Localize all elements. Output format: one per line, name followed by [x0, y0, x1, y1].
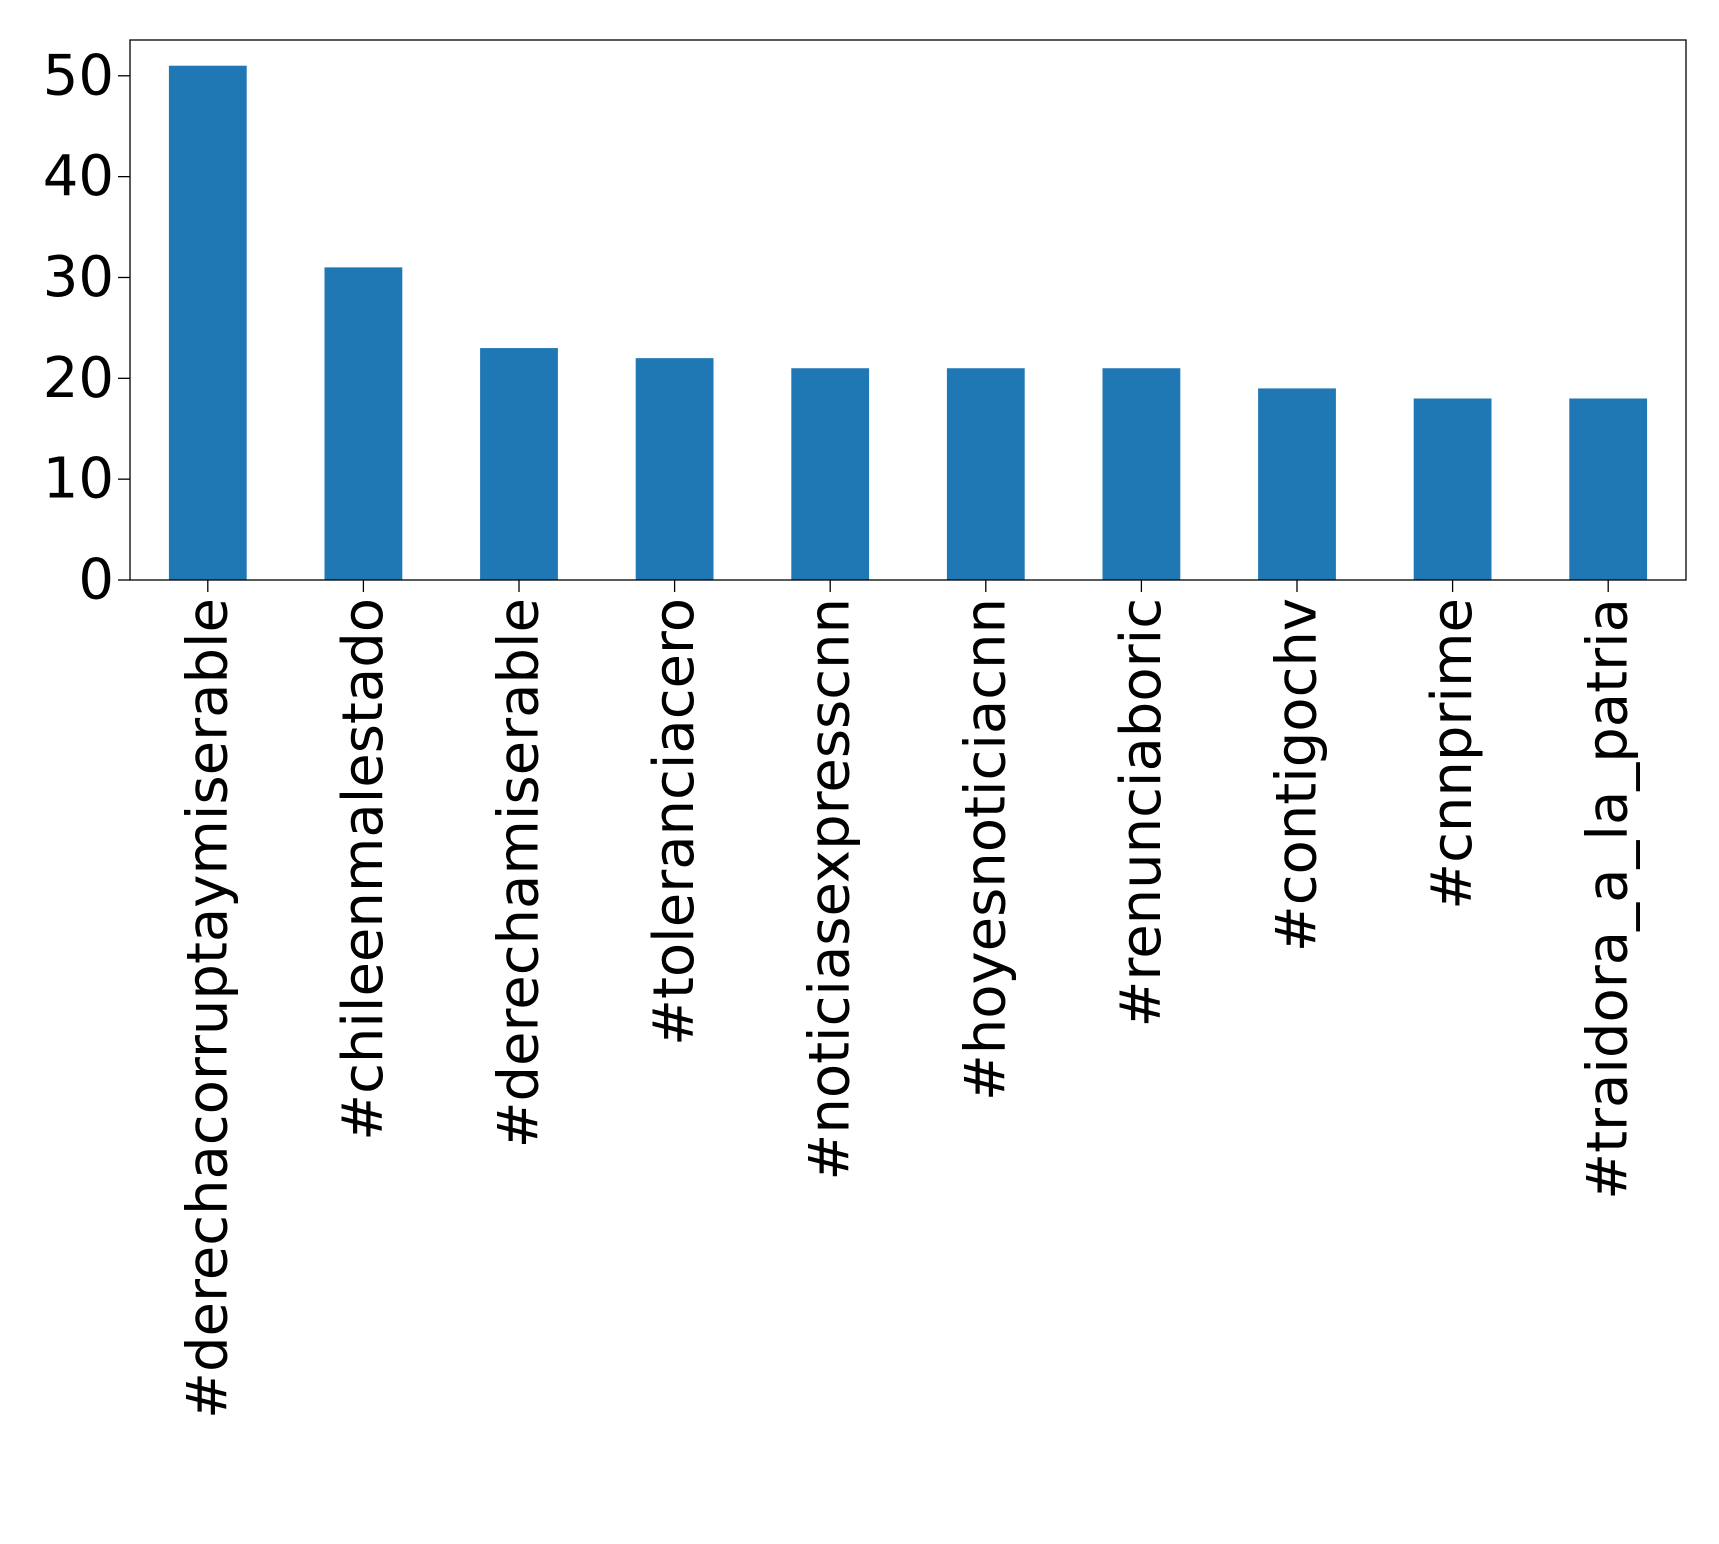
- bar-contigochv: [1258, 388, 1336, 580]
- x-tick-label: #toleranciacero: [642, 598, 707, 1046]
- x-axis: #derechacorruptaymiserable #chileenmalest…: [175, 580, 1641, 1419]
- bar-derechamiserable: [480, 348, 558, 580]
- x-tick-label: #chileenmalestado: [331, 598, 396, 1141]
- plot-frame: [129, 39, 1687, 581]
- bar-noticiasexpresscnn: [791, 368, 870, 580]
- x-tick-label: #noticiasexpresscnn: [798, 598, 863, 1181]
- bar-traidora_a_la_patria: [1569, 398, 1648, 580]
- y-tick-label: 10: [43, 447, 114, 512]
- x-tick-label: #derechacorruptaymiserable: [175, 598, 240, 1419]
- x-tick-label: #cnnprime: [1420, 598, 1485, 910]
- bar-toleranciacero: [635, 358, 714, 580]
- bar-derechacorruptaymiserable: [168, 65, 247, 580]
- bar-chileenmalestado: [324, 267, 403, 580]
- x-tick-label: #traidora_a_la_patria: [1576, 598, 1641, 1200]
- y-axis: 0 10 20 30 40 50: [43, 43, 130, 613]
- x-tick-label: #derechamiserable: [487, 598, 552, 1148]
- bars-group: [168, 65, 1648, 580]
- bar-cnnprime: [1413, 398, 1492, 580]
- bar-hoyesnoticiacnn: [946, 368, 1025, 580]
- x-tick-label: #hoyesnoticiacnn: [953, 598, 1018, 1101]
- bar-renunciaboric: [1102, 368, 1181, 580]
- y-tick-label: 0: [78, 548, 114, 613]
- y-tick-label: 30: [43, 245, 114, 310]
- x-tick-label: #contigochv: [1265, 598, 1330, 952]
- y-tick-label: 50: [43, 43, 114, 108]
- x-tick-label: #renunciaboric: [1109, 598, 1174, 1028]
- y-tick-label: 40: [43, 144, 114, 209]
- y-tick-label: 20: [43, 346, 114, 411]
